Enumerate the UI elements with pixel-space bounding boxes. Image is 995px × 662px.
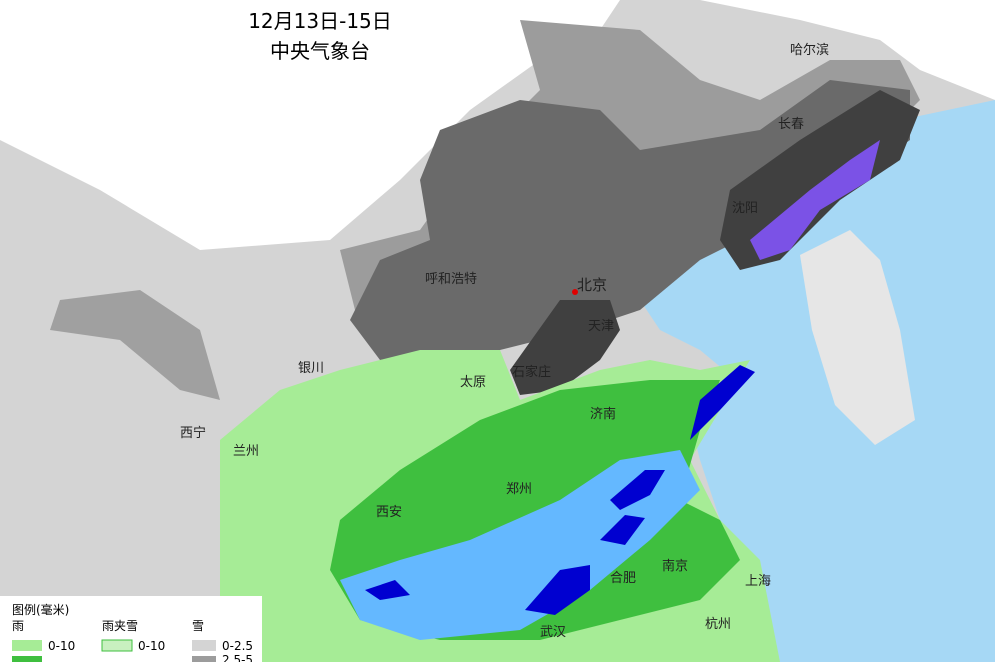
city: 长春	[778, 117, 804, 132]
city: 西宁	[180, 425, 206, 441]
snow-purple	[750, 140, 880, 260]
rain-storm	[525, 565, 590, 615]
city: 上海	[745, 574, 771, 589]
city: 郑州	[506, 482, 532, 497]
city: 合肥	[610, 571, 636, 586]
legend-swatch	[192, 640, 216, 651]
agency: 中央气象台	[270, 39, 370, 63]
city: 南京	[662, 558, 688, 574]
legend-range: 2.5-5	[222, 653, 253, 662]
city: 北京	[577, 276, 607, 294]
legend-title: 图例(毫米)	[12, 602, 69, 617]
snow-light	[50, 290, 220, 400]
legend-swatch	[101, 639, 133, 652]
rain-storm	[600, 515, 645, 545]
city: 银川	[298, 361, 324, 376]
city: 西安	[376, 505, 402, 520]
legend-range: 0-2.5	[222, 639, 253, 653]
city: 济南	[590, 406, 616, 422]
city: 武汉	[540, 625, 566, 640]
legend-snow: 雪	[192, 619, 204, 633]
legend-range: 0-10	[138, 639, 165, 653]
capital-marker	[572, 289, 578, 295]
legend-swatch	[12, 656, 42, 662]
city: 呼和浩特	[425, 272, 477, 287]
city: 太原	[460, 375, 486, 390]
rain-heavy	[340, 450, 700, 640]
city: 杭州	[705, 617, 731, 632]
outside-area	[700, 0, 995, 100]
rain-storm	[365, 580, 410, 600]
legend: 图例(毫米) 雨 雨夹雪 雪 0-10 0-10 0-2.5 2.5-5	[0, 596, 262, 662]
legend-rain: 雨	[12, 619, 24, 633]
legend-swatch	[192, 656, 216, 662]
legend-sleet: 雨夹雪	[102, 619, 138, 633]
rain-storm	[610, 470, 665, 510]
city: 沈阳	[732, 201, 758, 216]
snow-heavy	[350, 80, 910, 360]
city: 天津	[588, 319, 614, 334]
city: 兰州	[233, 444, 259, 459]
rain-storm	[690, 365, 755, 440]
city: 哈尔滨	[790, 42, 829, 58]
outside-area	[0, 0, 620, 250]
city: 石家庄	[512, 364, 551, 380]
snow-very-heavy	[510, 300, 620, 395]
sea	[640, 100, 995, 662]
legend-swatch	[12, 640, 42, 651]
legend-range: 0-10	[48, 639, 75, 653]
date: 12月13日-15日	[248, 9, 392, 33]
korea	[800, 230, 915, 445]
